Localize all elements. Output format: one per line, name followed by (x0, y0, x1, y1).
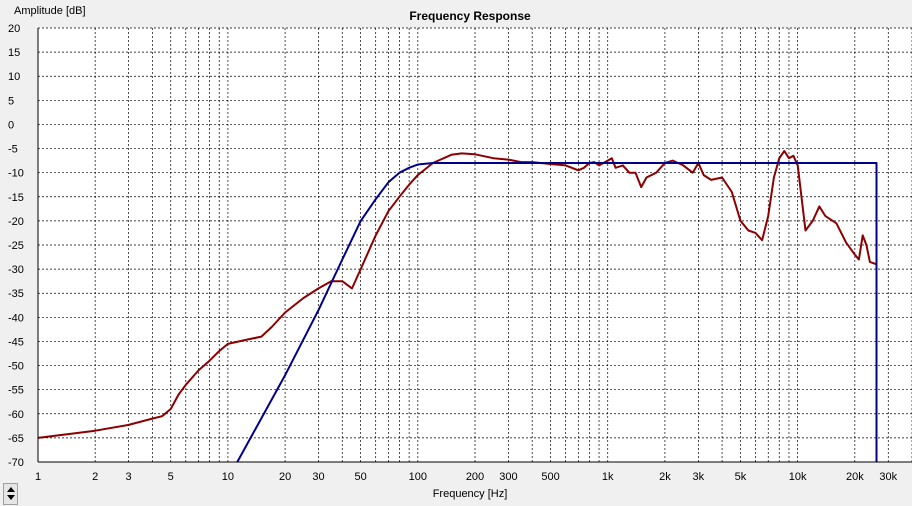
zoom-spinner-button[interactable] (3, 483, 18, 505)
y-tick-label: -50 (8, 361, 24, 373)
x-tick-label: 1 (35, 471, 41, 483)
x-tick-labels: 1 2 3 5 10 20 30 50 100 200 300 500 1k 2k 3k 5k 10k 20k 30… (35, 471, 898, 483)
chart-title: Frequency Response (409, 9, 531, 23)
grid-lines (38, 27, 912, 463)
x-tick-label: 2k (659, 471, 671, 483)
y-tick-label: -65 (8, 433, 24, 445)
y-tick-label: -60 (8, 409, 24, 421)
y-tick-label: -40 (8, 312, 24, 324)
x-tick-label: 10k (789, 471, 807, 483)
y-tick-label: -35 (8, 288, 24, 300)
x-tick-label: 50 (355, 471, 367, 483)
x-tick-label: 30k (879, 471, 897, 483)
x-tick-label: 20k (846, 471, 864, 483)
y-tick-label: -15 (8, 192, 24, 204)
x-tick-label: 500 (541, 471, 559, 483)
x-tick-label: 200 (466, 471, 484, 483)
series-line-1 (37, 150, 877, 439)
x-tick-label: 10 (222, 471, 234, 483)
y-tick-labels: 20 15 10 5 0 -5 -10 -15 -20 -25 -30 -35 -40 -45 -50 -55… (8, 23, 24, 469)
y-axis-label: Amplitude [dB] (14, 5, 86, 17)
y-tick-label: 15 (8, 47, 20, 59)
x-tick-label: 3 (126, 471, 132, 483)
y-tick-label: -5 (8, 144, 18, 156)
x-tick-label: 3k (693, 471, 705, 483)
y-tick-label: 10 (8, 71, 20, 83)
series-line-2 (236, 162, 878, 463)
arrow-down-icon (7, 495, 15, 500)
y-tick-label: 0 (8, 119, 14, 131)
y-tick-label: -45 (8, 336, 24, 348)
x-tick-label: 1k (602, 471, 614, 483)
x-tick-label: 100 (409, 471, 427, 483)
x-tick-label: 30 (312, 471, 324, 483)
y-tick-label: 5 (8, 95, 14, 107)
x-tick-label: 2 (92, 471, 98, 483)
y-tick-label: -20 (8, 216, 24, 228)
y-tick-label: 20 (8, 23, 20, 35)
y-tick-label: -25 (8, 240, 24, 252)
series-layer (37, 150, 878, 463)
y-tick-label: -55 (8, 385, 24, 397)
x-tick-label: 20 (279, 471, 291, 483)
y-tick-label: -10 (8, 168, 24, 180)
y-tick-label: -30 (8, 264, 24, 276)
x-axis-label: Frequency [Hz] (432, 488, 508, 500)
x-tick-label: 5k (735, 471, 747, 483)
x-tick-label: 5 (168, 471, 174, 483)
arrow-up-icon (7, 487, 15, 492)
x-tick-label: 300 (499, 471, 517, 483)
y-tick-label: -70 (8, 457, 24, 469)
